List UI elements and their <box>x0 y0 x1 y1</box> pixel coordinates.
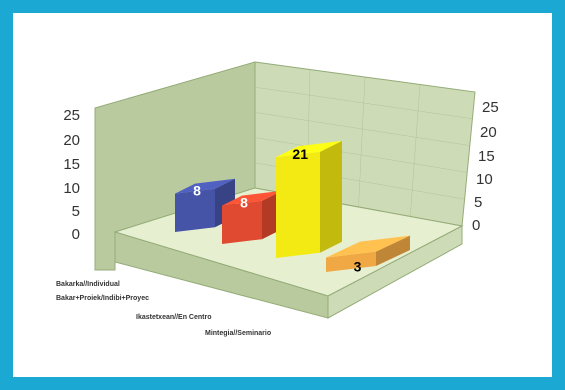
bar-top-face <box>222 190 282 206</box>
y-tick-label: 25 <box>63 107 80 124</box>
data-label: 3 <box>354 259 362 275</box>
bar-front-face <box>326 251 376 272</box>
bar-3 <box>276 140 342 258</box>
bar-front-face <box>222 200 262 244</box>
data-label: 21 <box>292 146 308 162</box>
category-label: Ikastetxean//En Centro <box>136 314 211 321</box>
gridline <box>410 84 421 217</box>
right-axis-ticks: 0 5 10 15 20 25 <box>472 99 499 234</box>
category-label: Mintegia//Seminario <box>205 330 271 337</box>
bar-side-face <box>320 140 342 253</box>
bar-front-face <box>175 188 215 232</box>
y-tick-label: 20 <box>63 132 80 149</box>
category-labels: Bakarka//Individual Bakar+Proiek/Indibi+… <box>56 281 271 337</box>
y-tick-label-right: 15 <box>478 148 495 165</box>
y-tick-label: 10 <box>63 180 80 197</box>
category-label: Bakarka//Individual <box>56 281 120 288</box>
y-tick-label-right: 25 <box>482 99 499 116</box>
floor-right-edge <box>327 225 463 319</box>
category-label: Bakar+Proiek/Indibi+Proyec <box>56 295 149 302</box>
bar-4 <box>326 235 410 272</box>
y-tick-label: 5 <box>72 203 80 220</box>
left-axis-ticks: 0 5 10 15 20 25 <box>63 107 80 243</box>
y-tick-label: 0 <box>72 226 80 243</box>
y-tick-label-right: 5 <box>474 194 482 211</box>
bars <box>175 140 410 272</box>
y-tick-label-right: 0 <box>472 217 480 234</box>
bar-top-face <box>175 178 235 194</box>
bar-front-face <box>276 151 320 258</box>
gridline <box>358 76 366 208</box>
y-tick-label-right: 20 <box>480 124 497 141</box>
data-label: 8 <box>193 183 201 199</box>
y-tick-label: 15 <box>63 156 80 173</box>
data-labels: 8 8 21 3 <box>193 146 362 274</box>
bar-top-face <box>276 140 342 158</box>
bar-top-face <box>326 235 410 258</box>
bar-side-face <box>376 235 410 266</box>
data-label: 8 <box>240 195 248 211</box>
y-tick-label-right: 10 <box>476 171 493 188</box>
